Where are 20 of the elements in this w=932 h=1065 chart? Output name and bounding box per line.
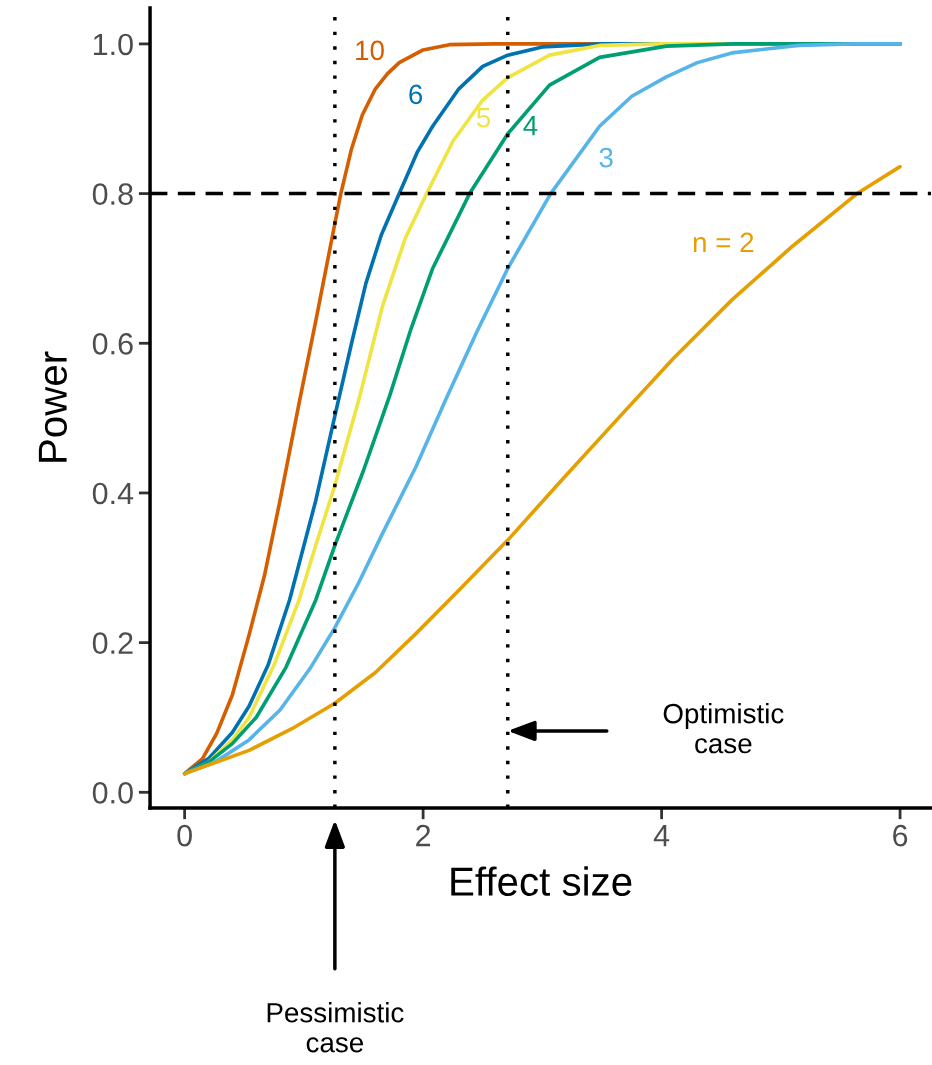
x-tick-label: 2	[416, 824, 431, 847]
series-label: 3	[599, 147, 613, 168]
series-label: 6	[409, 84, 423, 105]
series-label: 10	[356, 40, 384, 61]
y-tick-label: 0.0	[92, 782, 133, 804]
x-tick-label: 4	[653, 825, 670, 847]
y-axis-title: Power	[38, 351, 67, 462]
series-label: 4	[523, 116, 538, 136]
series-label: 5	[476, 108, 491, 128]
y-tick-label: 1.0	[93, 33, 133, 56]
series-label: n = 2	[693, 232, 754, 252]
x-axis-title: Effect size	[451, 866, 632, 896]
y-tick-label: 0.6	[92, 333, 133, 355]
y-tick-label: 0.4	[92, 482, 134, 505]
annotation: Optimistic case	[663, 703, 784, 754]
y-tick-label: 0.2	[92, 632, 133, 654]
x-tick-label: 0	[177, 824, 192, 847]
x-tick-label: 6	[893, 824, 908, 847]
text: Pessimistic case	[267, 1002, 404, 1053]
y-tick-label: 0.8	[92, 183, 133, 205]
